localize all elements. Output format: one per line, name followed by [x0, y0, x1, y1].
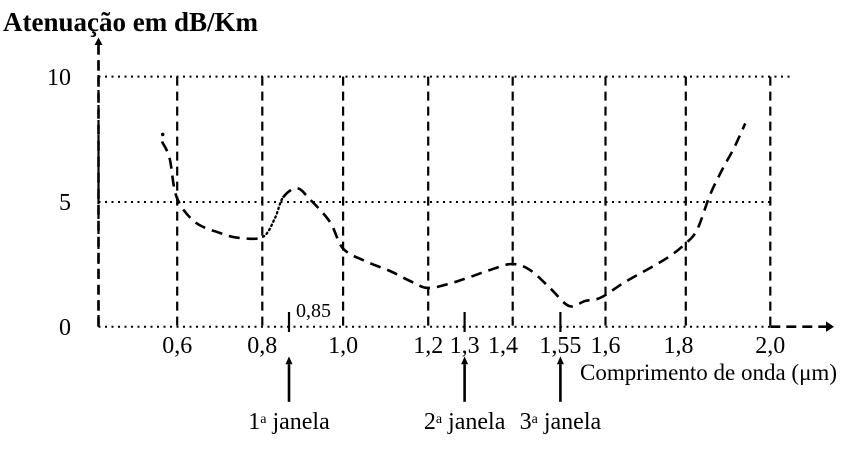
svg-text:1,0: 1,0 — [328, 333, 358, 359]
svg-text:5: 5 — [59, 190, 71, 216]
svg-text:1a janela: 1a janela — [248, 409, 330, 435]
svg-text:1,8: 1,8 — [664, 333, 694, 359]
svg-text:0,85: 0,85 — [296, 300, 331, 322]
svg-text:3a janela: 3a janela — [520, 409, 602, 435]
svg-text:1,4: 1,4 — [488, 333, 518, 359]
svg-text:1,2: 1,2 — [413, 333, 443, 359]
svg-text:1,55: 1,55 — [539, 333, 581, 359]
svg-text:0: 0 — [59, 315, 71, 341]
svg-text:1,6: 1,6 — [591, 333, 621, 359]
svg-text:2a janela: 2a janela — [424, 409, 506, 435]
svg-text:Comprimento de onda (μm): Comprimento de onda (μm) — [580, 360, 837, 385]
svg-text:1,3: 1,3 — [450, 333, 480, 359]
svg-text:10: 10 — [47, 65, 71, 91]
svg-text:Atenuação em dB/Km: Atenuação em dB/Km — [3, 7, 258, 37]
svg-text:2,0: 2,0 — [755, 333, 785, 359]
svg-text:0,6: 0,6 — [162, 333, 192, 359]
svg-text:0,8: 0,8 — [247, 333, 277, 359]
